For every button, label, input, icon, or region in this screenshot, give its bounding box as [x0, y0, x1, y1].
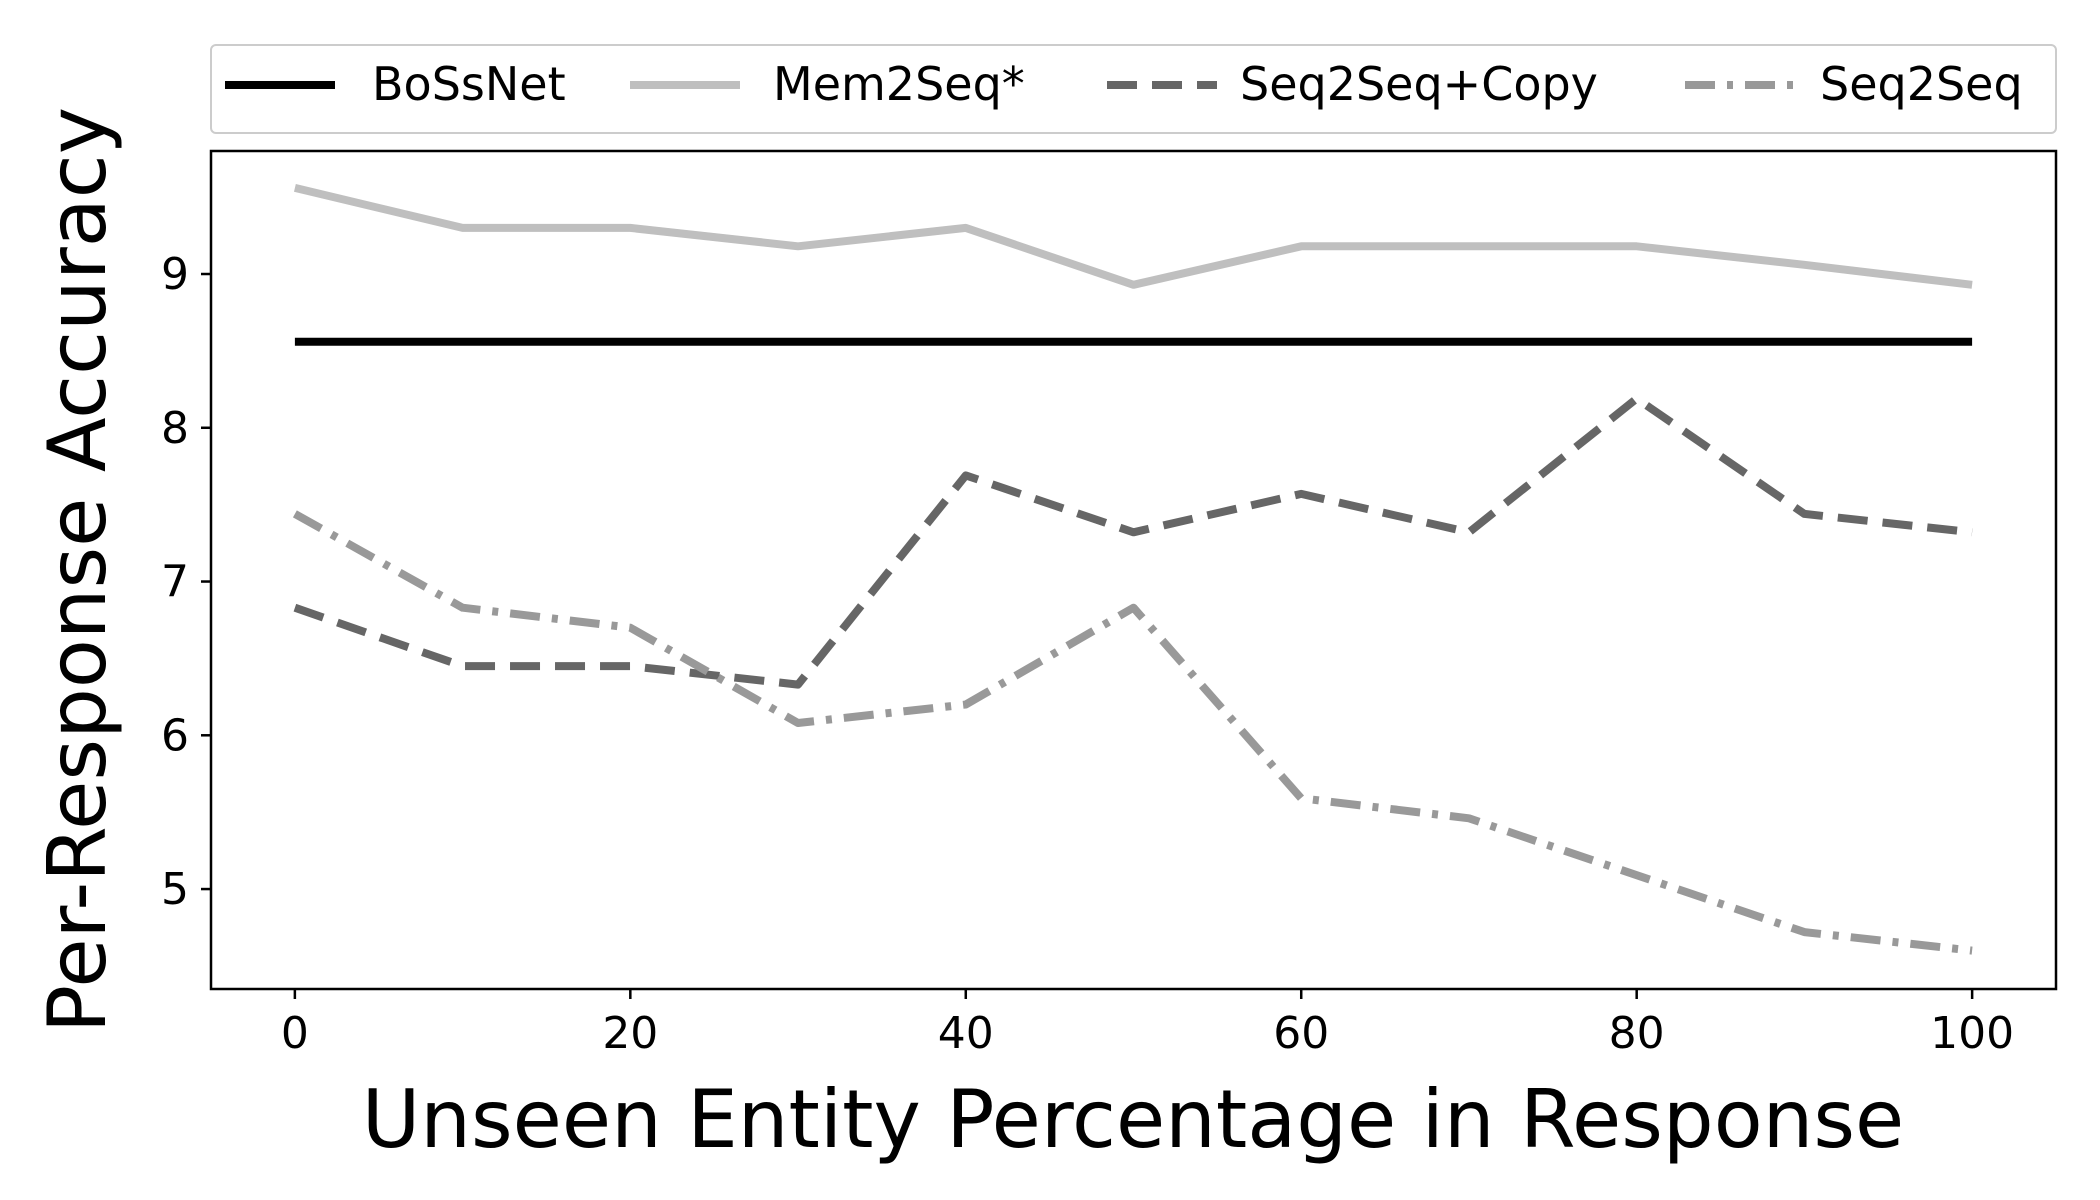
y-axis: 5 6 7 8 9	[161, 249, 211, 915]
y-tick-label: 9	[161, 249, 189, 300]
x-axis: 0 20 40 60 80 100	[281, 989, 2014, 1059]
legend-label-seq2seq-copy: Seq2Seq+Copy	[1240, 57, 1598, 111]
series-line-seq2seq	[292, 510, 1973, 955]
legend-label-seq2seq: Seq2Seq	[1820, 57, 2023, 111]
y-tick-label: 8	[161, 403, 189, 454]
x-tick-label: 80	[1609, 1008, 1665, 1059]
y-tick-label: 6	[161, 710, 189, 761]
series-layer	[292, 184, 1973, 955]
x-tick-label: 40	[938, 1008, 994, 1059]
y-axis-title: Per-Response Accuracy	[31, 107, 124, 1033]
legend: BoSsNet Mem2Seq* Seq2Seq+Copy Seq2Seq	[210, 44, 2057, 134]
x-tick-label: 60	[1273, 1008, 1329, 1059]
plot-area-frame	[209, 149, 2058, 991]
x-tick-label: 0	[281, 1008, 309, 1059]
legend-label-mem2seq: Mem2Seq*	[773, 57, 1025, 111]
x-axis-title: Unseen Entity Percentage in Response	[362, 1073, 1905, 1166]
x-tick-label: 100	[1930, 1008, 2014, 1059]
y-tick-label: 7	[161, 557, 189, 608]
series-line-mem2seq	[293, 184, 1973, 289]
x-tick-label: 20	[602, 1008, 658, 1059]
legend-label-bossnet: BoSsNet	[372, 57, 566, 111]
y-tick-label: 5	[161, 864, 189, 915]
series-line-seq2seq-copy	[293, 394, 1973, 689]
